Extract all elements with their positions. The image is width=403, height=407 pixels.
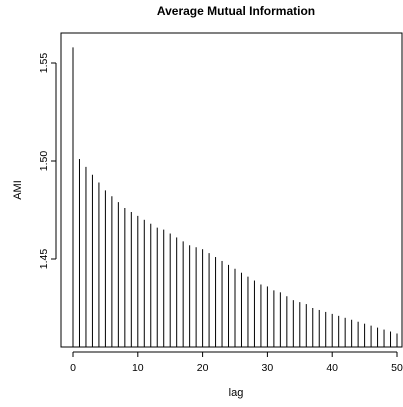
x-axis-label: lag — [229, 387, 244, 399]
bars-group — [72, 47, 398, 347]
chart-title: Average Mutual Information — [157, 4, 315, 18]
x-tick-label-0: 0 — [70, 362, 76, 374]
x-tick-label-40: 40 — [326, 362, 338, 374]
x-tick-label-50: 50 — [391, 362, 403, 374]
plot-frame — [60, 32, 403, 348]
x-axis: 0 10 20 30 40 50 — [70, 351, 403, 374]
x-tick-label-10: 10 — [132, 362, 144, 374]
y-axis: 1.45 1.50 1.55 — [38, 53, 57, 270]
y-tick-label-1.55: 1.55 — [38, 53, 50, 74]
x-tick-label-30: 30 — [262, 362, 274, 374]
x-tick-label-20: 20 — [197, 362, 209, 374]
y-tick-label-1.50: 1.50 — [38, 151, 50, 172]
y-tick-label-1.45: 1.45 — [38, 249, 50, 270]
y-axis-label: AMI — [12, 180, 24, 200]
